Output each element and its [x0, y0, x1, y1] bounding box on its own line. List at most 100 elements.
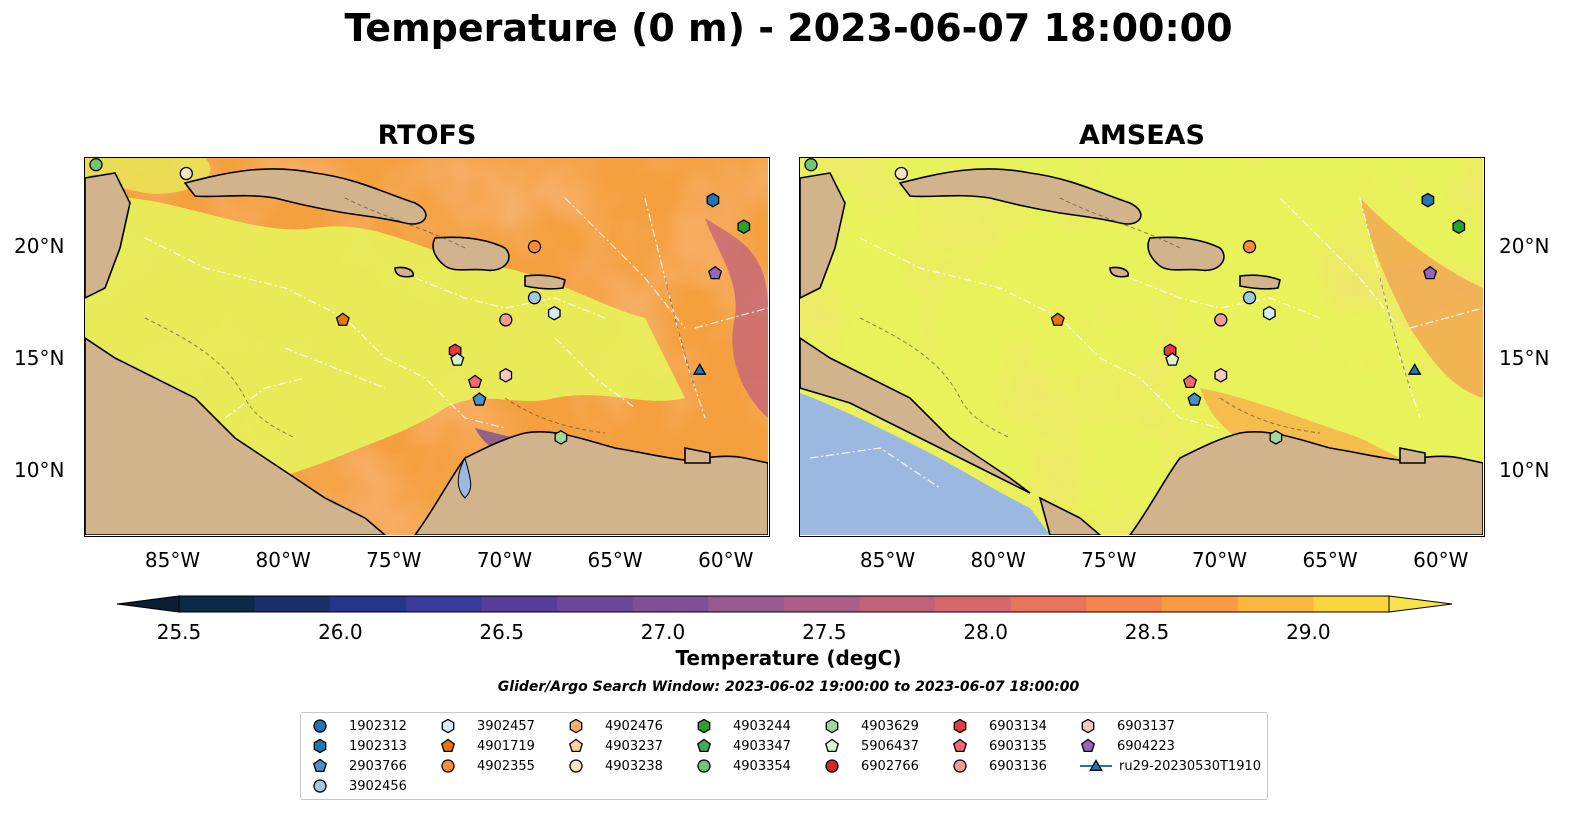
legend-item: 2903766 — [311, 757, 407, 775]
legend-marker-icon — [569, 759, 583, 773]
lat-tick-label-right: 15°N — [1499, 346, 1550, 371]
platform-marker-4902355[interactable] — [1242, 240, 1257, 254]
colorbar-tick-label: 28.0 — [963, 620, 1008, 644]
legend-marker-icon — [1081, 718, 1095, 734]
platform-marker-4903244[interactable] — [1452, 219, 1466, 235]
legend-label: 4903244 — [733, 718, 791, 734]
legend-marker-icon — [824, 738, 840, 752]
platform-marker-1902313[interactable] — [1421, 192, 1435, 208]
legend-item: 3902456 — [311, 777, 407, 795]
legend-label: ru29-20230530T1910 — [1119, 758, 1262, 774]
platform-marker-2903766[interactable] — [1187, 392, 1202, 406]
bathymetry-contours — [144, 197, 696, 439]
platform-markers[interactable] — [804, 158, 1466, 445]
lon-tick-label: 70°W — [1191, 548, 1248, 572]
platform-marker-3902456[interactable] — [527, 291, 542, 305]
platform-marker-3902457[interactable] — [547, 305, 561, 321]
colorbar-segment — [330, 596, 407, 612]
colorbar-tick-label: 27.0 — [640, 620, 686, 644]
platform-markers[interactable] — [89, 158, 751, 445]
platform-marker-1902313[interactable] — [706, 192, 720, 208]
colorbar-tick-label: 27.5 — [802, 620, 847, 644]
colorbar-segment — [405, 596, 482, 612]
legend-label: 6903134 — [989, 718, 1047, 734]
platform-marker-6903135[interactable] — [467, 374, 483, 388]
colorbar-segment — [1162, 596, 1239, 612]
colorbar-frame — [178, 595, 1390, 613]
platform-marker-6903136[interactable] — [1214, 313, 1228, 327]
lat-tick-label-left: 10°N — [14, 457, 65, 482]
lat-tick-label-left: 20°N — [14, 234, 65, 259]
platform-marker-3902457[interactable] — [1262, 305, 1276, 321]
platform-marker-4902355[interactable] — [527, 240, 542, 254]
platform-marker-4903629[interactable] — [1269, 430, 1283, 445]
platform-marker-4901719[interactable] — [335, 312, 350, 326]
legend-item: 4903237 — [567, 737, 663, 755]
legend-item: 6903136 — [951, 757, 1047, 775]
lon-tick-label: 70°W — [476, 548, 533, 572]
legend-label: 6903135 — [989, 738, 1047, 754]
colorbar-extend-high — [1388, 595, 1453, 613]
legend-item: 6904223 — [1079, 737, 1175, 755]
platform-marker-4903629[interactable] — [554, 430, 568, 445]
lake-maracaibo — [457, 456, 472, 499]
platform-marker-3902456[interactable] — [1242, 291, 1257, 305]
legend-label: 6903136 — [989, 758, 1047, 774]
colorbar-extend-low — [116, 595, 180, 613]
legend-label: 4903354 — [733, 758, 791, 774]
legend-label: 1902313 — [349, 738, 407, 754]
panel-title-rtofs: RTOFS — [377, 120, 477, 151]
legend-item: 1902313 — [311, 737, 407, 755]
platform-marker-6904223[interactable] — [1423, 265, 1438, 280]
platform-legend: 1902312 1902313 2903766 3902456 3902457 49017… — [300, 712, 1268, 800]
map-rtofs — [85, 158, 768, 535]
colorbar-segment — [784, 596, 861, 612]
legend-item: 6903134 — [951, 717, 1047, 735]
legend-label: 4901719 — [477, 738, 535, 754]
legend-label: 4902355 — [477, 758, 535, 774]
lat-tick-label-left: 15°N — [14, 346, 65, 371]
platform-marker-4903238[interactable] — [894, 166, 908, 181]
platform-marker-4903354[interactable] — [89, 158, 103, 172]
legend-marker-icon — [313, 738, 327, 754]
platform-marker-6903137[interactable] — [499, 367, 513, 383]
legend-marker-icon — [825, 759, 839, 773]
platform-marker-ru29-20230530T1910[interactable] — [1407, 363, 1422, 375]
platform-marker-4903354[interactable] — [804, 158, 818, 172]
colorbar-segment — [179, 596, 256, 612]
legend-marker-icon — [312, 758, 328, 772]
legend-marker-icon — [952, 738, 968, 752]
platform-marker-4903238[interactable] — [179, 166, 193, 181]
map-panel-rtofs[interactable] — [84, 157, 770, 537]
platform-marker-ru29-20230530T1910[interactable] — [692, 363, 707, 375]
platform-marker-2903766[interactable] — [472, 392, 487, 406]
lon-tick-label: 80°W — [255, 548, 311, 572]
legend-label: 3902456 — [349, 778, 407, 794]
legend-marker-icon — [953, 759, 967, 773]
platform-marker-5906437[interactable] — [450, 352, 465, 366]
landmass — [85, 168, 768, 535]
platform-marker-5906437[interactable] — [1165, 352, 1180, 366]
legend-marker-icon — [568, 738, 584, 752]
platform-marker-6903137[interactable] — [1214, 367, 1228, 383]
legend-item: 4903238 — [567, 757, 663, 775]
legend-item: 4903347 — [695, 737, 791, 755]
legend-item: 4901719 — [439, 737, 535, 755]
platform-marker-6904223[interactable] — [708, 265, 723, 280]
lon-tick-label: 75°W — [1081, 548, 1137, 572]
platform-marker-6903136[interactable] — [499, 313, 513, 327]
legend-item: 4902476 — [567, 717, 663, 735]
legend-label: 4903629 — [861, 718, 919, 734]
platform-marker-4901719[interactable] — [1050, 312, 1065, 326]
colorbar-segment — [632, 596, 709, 612]
map-panel-amseas[interactable] — [799, 157, 1485, 537]
colorbar-segment — [1313, 596, 1390, 612]
lon-tick-label: 75°W — [366, 548, 422, 572]
lon-tick-label: 80°W — [970, 548, 1026, 572]
legend-item: 4902355 — [439, 757, 535, 775]
colorbar-tick-label: 28.5 — [1124, 620, 1170, 644]
platform-marker-6903135[interactable] — [1182, 374, 1198, 388]
legend-item: 5906437 — [823, 737, 919, 755]
legend-marker-icon — [569, 718, 583, 734]
platform-marker-4903244[interactable] — [737, 219, 751, 235]
